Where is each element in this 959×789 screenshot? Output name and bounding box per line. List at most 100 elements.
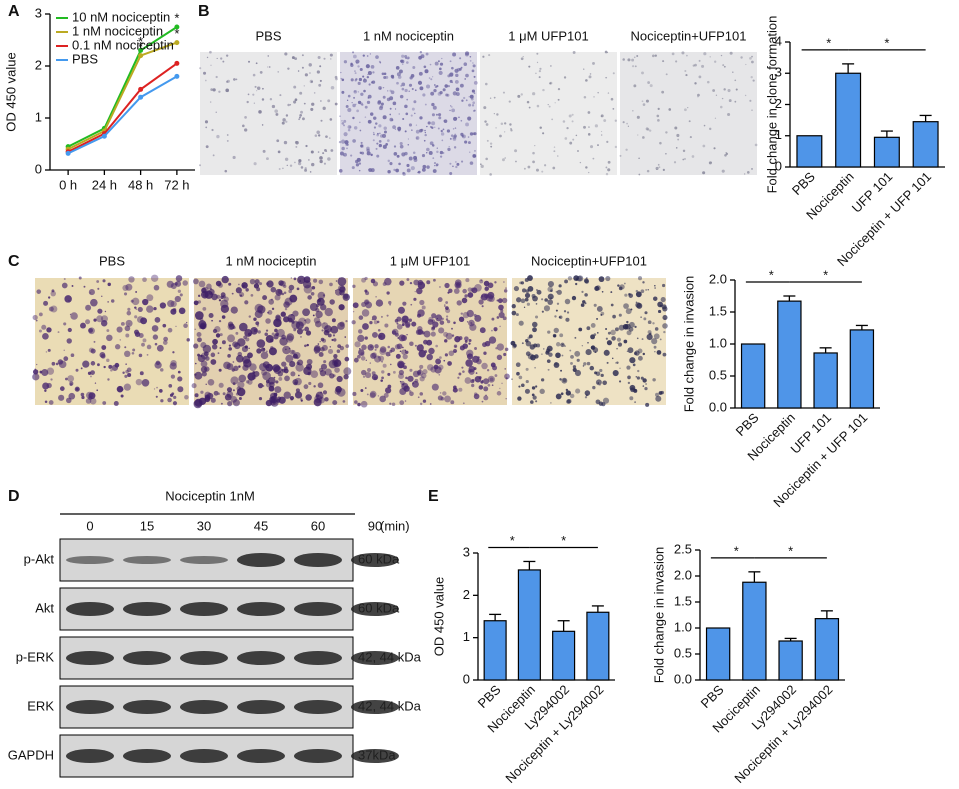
cell (502, 281, 505, 283)
cell (511, 304, 516, 309)
cell (329, 53, 333, 57)
band (294, 602, 342, 616)
cell (327, 157, 331, 161)
cell (754, 143, 758, 147)
cell (384, 323, 389, 328)
cell (390, 74, 395, 79)
cell (439, 150, 444, 155)
cell (439, 62, 444, 66)
cell (160, 368, 164, 372)
cell (358, 347, 361, 350)
cell (362, 323, 369, 330)
cell (563, 310, 567, 313)
cell (487, 291, 495, 299)
bar (586, 611, 610, 681)
cell (352, 51, 355, 54)
cell (459, 345, 465, 351)
cell (414, 112, 416, 115)
cell (562, 120, 566, 123)
cell (454, 127, 457, 129)
cell (599, 368, 603, 373)
cell (399, 141, 403, 146)
cell (456, 162, 460, 166)
cell (451, 66, 454, 70)
cell (48, 400, 54, 405)
cell (300, 166, 304, 169)
cell (404, 104, 408, 109)
cell (496, 113, 499, 116)
cell (536, 61, 539, 64)
cell (400, 59, 405, 64)
cell (329, 346, 332, 348)
cell (97, 308, 103, 314)
cell (198, 280, 206, 288)
cell (715, 94, 718, 96)
cell (593, 303, 597, 307)
cell (562, 343, 564, 346)
cell (197, 353, 201, 357)
cell (375, 122, 378, 125)
cell (444, 339, 448, 343)
band (180, 556, 228, 564)
cell (146, 353, 149, 356)
timepoint: 30 (197, 518, 211, 533)
cell (411, 321, 417, 327)
cell (571, 113, 574, 116)
cell (494, 281, 497, 284)
point (101, 133, 107, 139)
cell (114, 362, 120, 368)
cell (259, 363, 267, 372)
cell (734, 100, 737, 103)
cell (569, 393, 575, 399)
cell (606, 340, 612, 346)
cell (439, 155, 443, 158)
cell (372, 332, 378, 338)
cell (645, 402, 650, 407)
cell (415, 136, 420, 140)
cell (572, 138, 575, 141)
cell (652, 378, 656, 382)
cell (347, 125, 352, 129)
cell (413, 100, 417, 104)
cell (439, 392, 442, 394)
cell (101, 345, 107, 350)
cell (426, 353, 433, 361)
cell (370, 278, 376, 284)
cell (399, 280, 405, 286)
cell (103, 365, 106, 369)
cell (406, 163, 410, 167)
image-label: 1 μM UFP101 (390, 253, 470, 268)
cell (630, 387, 635, 393)
cell (637, 355, 643, 361)
cell (575, 134, 578, 137)
cell (538, 76, 541, 79)
cell (617, 284, 620, 287)
point (65, 150, 71, 156)
cell (486, 139, 489, 142)
cell (330, 325, 339, 334)
cell (649, 332, 652, 336)
cell (226, 134, 229, 136)
cell (43, 300, 49, 306)
cell (555, 352, 561, 359)
cell (274, 386, 282, 394)
cell (628, 293, 634, 298)
cell (344, 140, 349, 145)
cell (341, 90, 345, 94)
cell (464, 336, 469, 341)
cell (487, 282, 494, 289)
cell (327, 333, 332, 338)
cell (197, 294, 201, 298)
cell (435, 344, 438, 348)
cell (107, 301, 109, 303)
cell (464, 377, 472, 384)
cell (405, 112, 409, 116)
cell (334, 102, 338, 106)
timepoint: 15 (140, 518, 154, 533)
cell (365, 301, 373, 309)
cell (526, 302, 531, 306)
cell (438, 373, 441, 376)
cell (634, 325, 637, 329)
cell (370, 153, 373, 157)
point (174, 24, 180, 30)
